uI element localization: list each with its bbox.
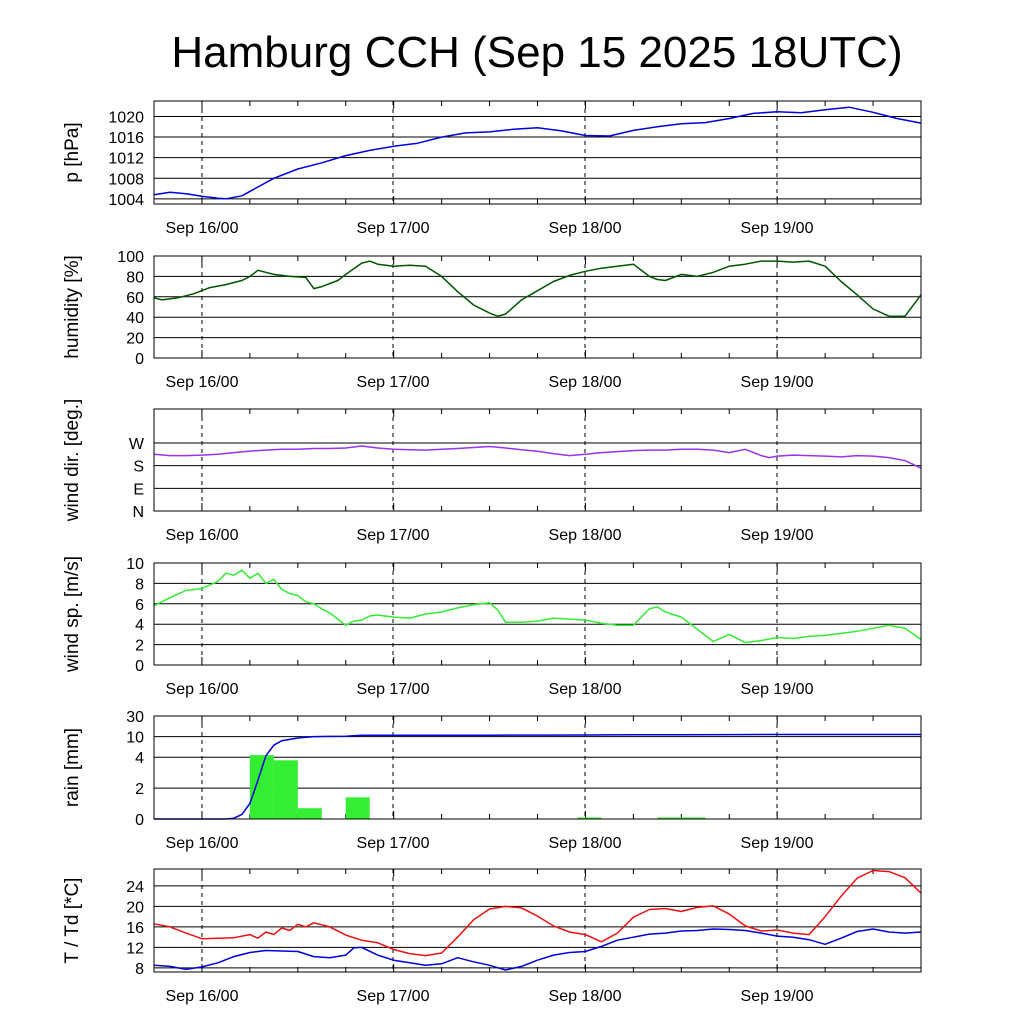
x-tick-label: Sep 19/00 — [741, 220, 814, 237]
y-tick-label: 8 — [135, 576, 144, 593]
x-tick-label: Sep 18/00 — [549, 835, 622, 852]
y-axis-label: humidity [%] — [62, 255, 83, 358]
pressure-series-line-0 — [153, 106, 922, 200]
y-tick-label: 0 — [135, 812, 144, 829]
x-tick-label: Sep 17/00 — [357, 835, 430, 852]
rain-bar — [297, 808, 322, 819]
y-axis-label: T / Td [*C] — [62, 878, 83, 964]
x-tick-label: Sep 17/00 — [357, 988, 430, 1005]
x-tick-label: Sep 19/00 — [741, 835, 814, 852]
x-tick-label: Sep 18/00 — [549, 988, 622, 1005]
y-tick-label: 20 — [126, 899, 144, 916]
y-tick-label: 1004 — [108, 192, 144, 209]
y-axis-label: p [hPa] — [62, 122, 83, 182]
x-tick-label: Sep 16/00 — [166, 374, 239, 391]
plot-frame — [153, 100, 922, 205]
y-tick-label: S — [133, 459, 144, 476]
rain-bar — [657, 817, 682, 819]
rain-bar — [577, 817, 602, 819]
y-tick-label: 1020 — [108, 109, 144, 126]
y-tick-label: 24 — [126, 879, 144, 896]
x-tick-label: Sep 18/00 — [549, 374, 622, 391]
x-tick-label: Sep 18/00 — [549, 681, 622, 698]
x-tick-label: Sep 19/00 — [741, 374, 814, 391]
y-tick-label: 2 — [135, 638, 144, 655]
rain-panel: 0 2 4 10 30 rain [mm] Sep 16/00 Sep 17/00 Sep 18… — [62, 709, 922, 852]
plot-frame — [153, 255, 922, 359]
x-tick-label: Sep 16/00 — [166, 681, 239, 698]
x-tick-label: Sep 16/00 — [166, 835, 239, 852]
y-tick-label: 12 — [126, 940, 144, 957]
x-tick-label: Sep 16/00 — [166, 220, 239, 237]
rain-bar — [273, 760, 298, 819]
y-tick-label: 2 — [135, 781, 144, 798]
y-tick-label: N — [132, 504, 144, 521]
rain-series-line-1 — [154, 733, 921, 820]
y-tick-label: 0 — [135, 658, 144, 675]
y-tick-label: 60 — [126, 290, 144, 307]
y-tick-label: 4 — [135, 750, 144, 767]
x-tick-label: Sep 17/00 — [357, 681, 430, 698]
chart-title: Hamburg CCH (Sep 15 2025 18UTC) — [171, 28, 902, 77]
x-tick-label: Sep 16/00 — [166, 988, 239, 1005]
x-tick-label: Sep 18/00 — [549, 527, 622, 544]
y-axis-label: rain [mm] — [62, 728, 83, 807]
pressure-panel: 1004 1008 1012 1016 1020 p [hPa] Sep 16/00 Sep … — [62, 100, 922, 237]
x-tick-label: Sep 16/00 — [166, 527, 239, 544]
y-tick-label: 10 — [126, 730, 144, 747]
x-tick-label: Sep 17/00 — [357, 374, 430, 391]
humidity-panel: 0 20 40 60 80 100 humidity [%] Sep 16/00 Sep 17/… — [62, 249, 922, 391]
plot-frame — [153, 562, 922, 666]
y-axis-label: wind sp. [m/s] — [62, 556, 83, 673]
y-tick-label: 6 — [135, 597, 144, 614]
y-tick-label: 1008 — [108, 171, 144, 188]
temperature-series-line-0 — [153, 869, 922, 957]
plot-frame — [153, 408, 922, 512]
plot-frame — [153, 715, 922, 820]
y-tick-label: 100 — [117, 249, 144, 266]
wind_speed-series-line-0 — [153, 569, 922, 644]
rain-bar — [345, 797, 370, 819]
y-tick-label: 16 — [126, 920, 144, 937]
y-tick-label: E — [133, 481, 144, 498]
y-tick-label: 1012 — [108, 151, 144, 168]
wind_direction-series-line-0 — [153, 445, 922, 469]
y-tick-label: 20 — [126, 331, 144, 348]
humidity-series-line-0 — [153, 260, 922, 317]
rain-bar — [249, 755, 274, 819]
plot-frame — [153, 868, 922, 973]
x-tick-label: Sep 19/00 — [741, 681, 814, 698]
rain-bar — [681, 817, 706, 819]
x-tick-label: Sep 19/00 — [741, 988, 814, 1005]
y-tick-label: 80 — [126, 269, 144, 286]
y-tick-label: 40 — [126, 310, 144, 327]
y-tick-label: 4 — [135, 617, 144, 634]
temperature-series-line-1 — [153, 928, 922, 971]
x-tick-label: Sep 17/00 — [357, 220, 430, 237]
x-tick-label: Sep 17/00 — [357, 527, 430, 544]
x-tick-label: Sep 18/00 — [549, 220, 622, 237]
x-tick-label: Sep 19/00 — [741, 527, 814, 544]
temperature-panel: 8 12 16 20 24 T / Td [*C] Sep 16/00 Sep 17/00 Se… — [62, 868, 922, 1005]
y-tick-label: 8 — [135, 961, 144, 978]
y-tick-label: W — [129, 436, 145, 453]
y-tick-label: 1016 — [108, 130, 144, 147]
y-tick-label: 30 — [126, 709, 144, 726]
y-tick-label: 10 — [126, 556, 144, 573]
y-tick-label: 0 — [135, 351, 144, 368]
wind_speed-panel: 0 2 4 6 8 10 wind sp. [m/s] Sep 16/00 Sep 17/00 S… — [62, 556, 922, 698]
y-axis-label: wind dir. [deg.] — [62, 399, 83, 523]
